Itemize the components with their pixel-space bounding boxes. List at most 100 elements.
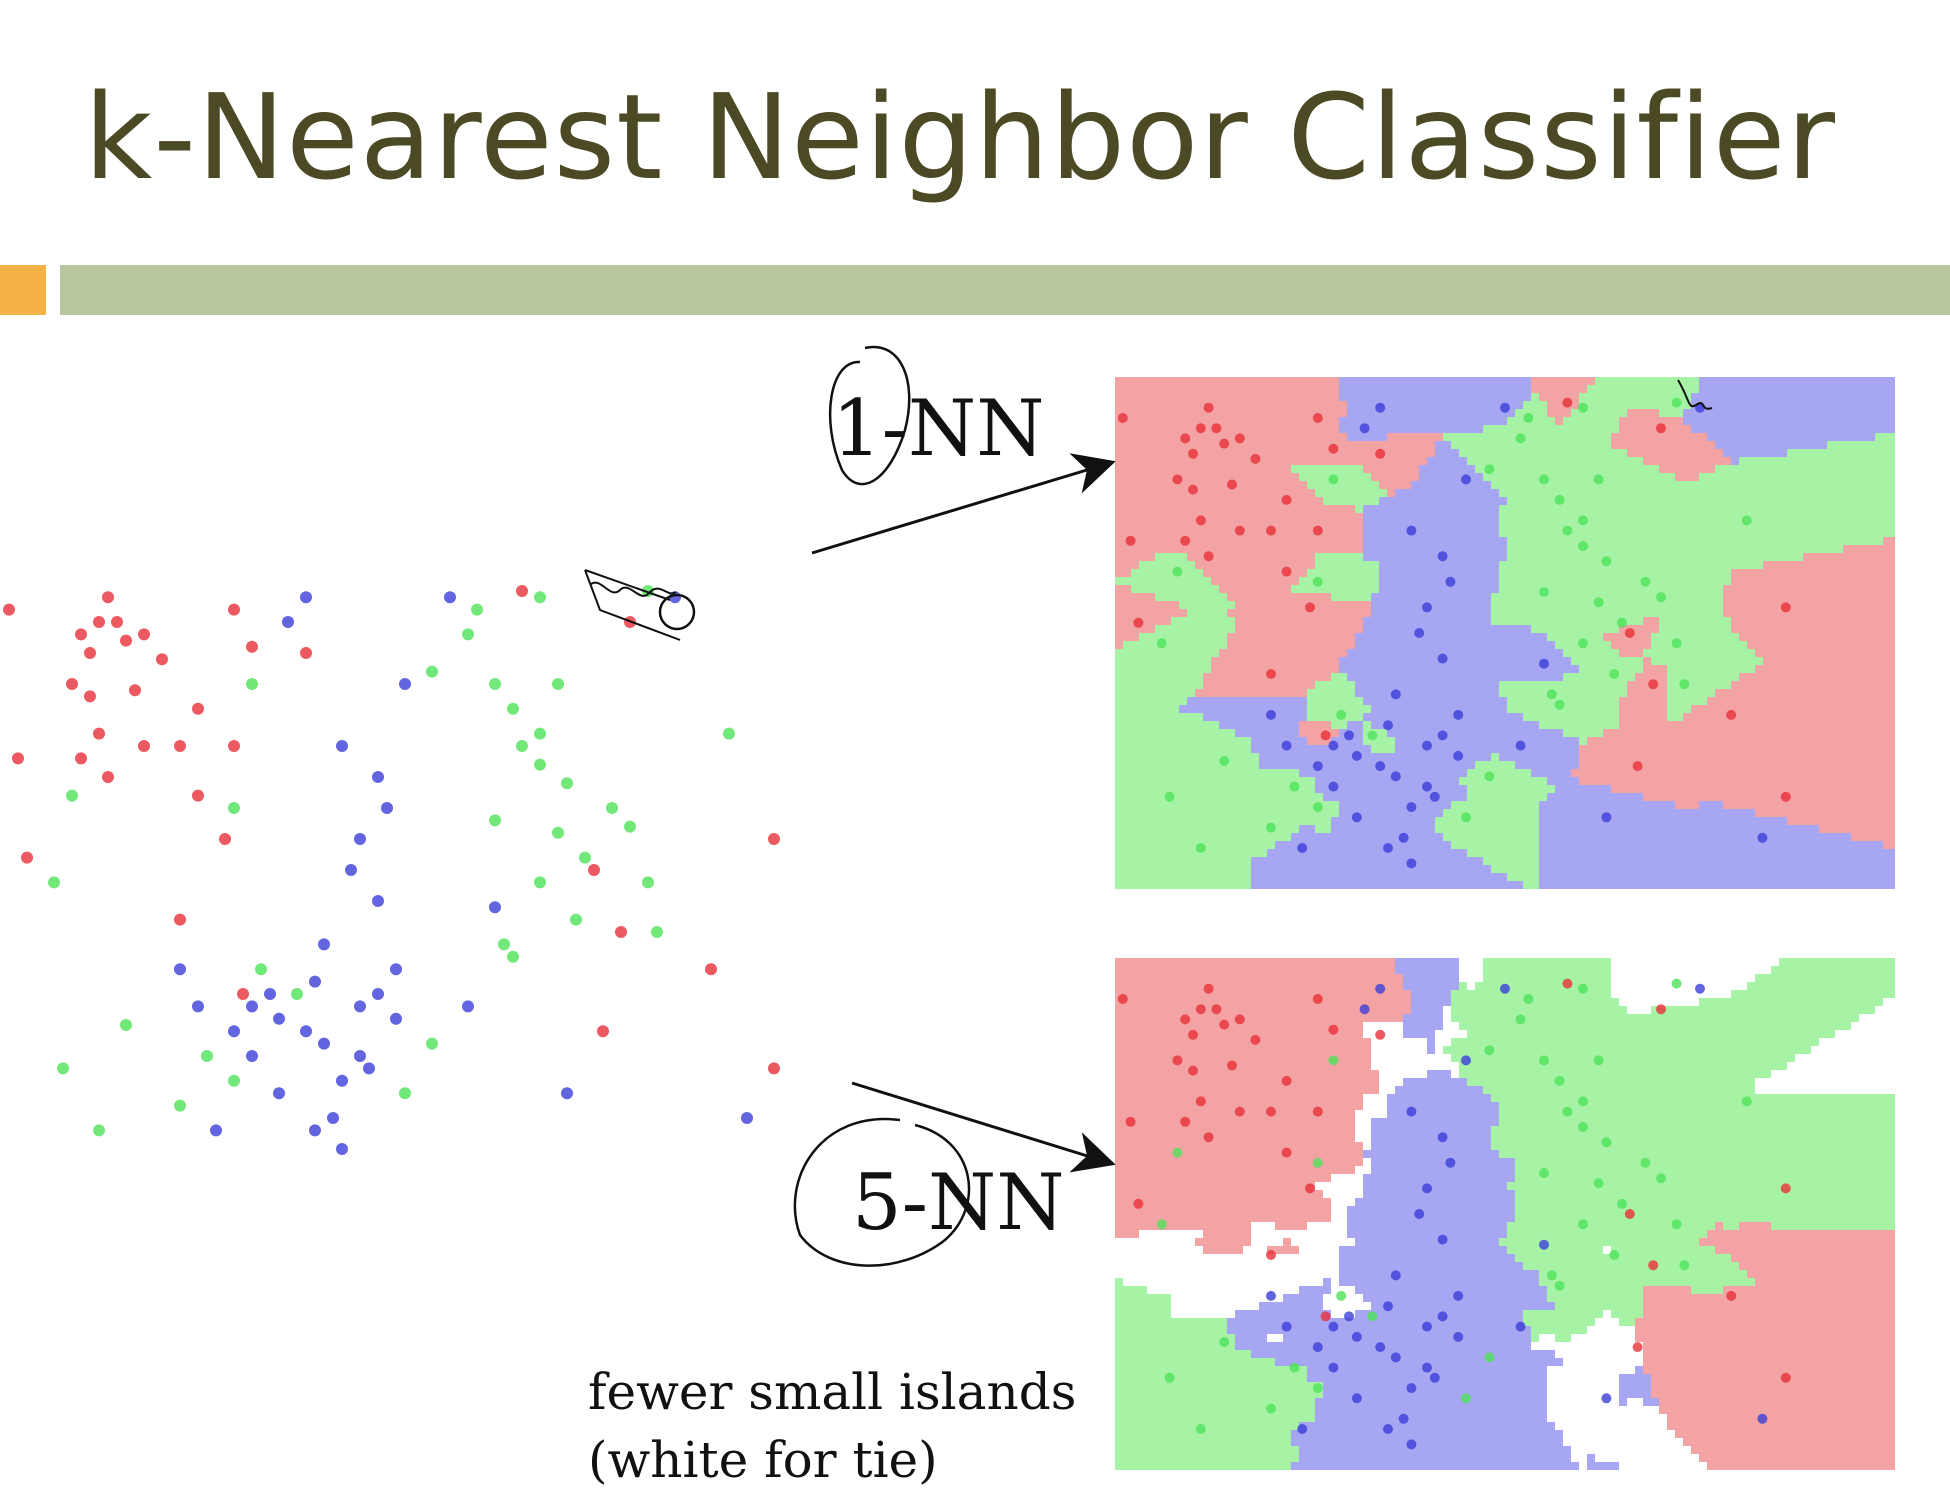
one-nn-region-cell xyxy=(1115,409,1124,418)
one-nn-region-cell xyxy=(1699,625,1708,634)
one-nn-region-cell xyxy=(1435,473,1444,482)
one-nn-region-cell xyxy=(1443,433,1452,442)
one-nn-region-cell xyxy=(1139,553,1148,562)
one-nn-region-cell xyxy=(1467,761,1476,770)
one-nn-region-cell xyxy=(1595,561,1604,570)
one-nn-region-cell xyxy=(1131,681,1140,690)
one-nn-region-cell xyxy=(1723,737,1732,746)
one-nn-region-cell xyxy=(1875,513,1884,522)
one-nn-region-cell xyxy=(1835,721,1844,730)
one-nn-region-cell xyxy=(1395,465,1404,474)
one-nn-region-cell xyxy=(1211,377,1220,386)
one-nn-region-cell xyxy=(1339,465,1348,474)
one-nn-region-cell xyxy=(1187,569,1196,578)
one-nn-region-cell xyxy=(1155,761,1164,770)
one-nn-region-cell xyxy=(1691,457,1700,466)
one-nn-region-cell xyxy=(1299,497,1308,506)
one-nn-region-cell xyxy=(1875,753,1884,762)
one-nn-region-cell xyxy=(1371,473,1380,482)
one-nn-region-cell xyxy=(1347,609,1356,618)
one-nn-region-cell xyxy=(1811,641,1820,650)
one-nn-region-cell xyxy=(1539,417,1548,426)
one-nn-region-cell xyxy=(1331,513,1340,522)
one-nn-region-cell xyxy=(1675,745,1684,754)
one-nn-region-cell xyxy=(1843,585,1852,594)
one-nn-region-cell xyxy=(1531,473,1540,482)
one-nn-region-cell xyxy=(1731,417,1740,426)
one-nn-region-cell xyxy=(1811,617,1820,626)
one-nn-region-cell xyxy=(1315,721,1324,730)
one-nn-region-cell xyxy=(1595,537,1604,546)
one-nn-region-cell xyxy=(1307,473,1316,482)
one-nn-region-cell xyxy=(1171,665,1180,674)
scatter-green-point xyxy=(642,876,654,889)
one-nn-region-cell xyxy=(1347,393,1356,402)
one-nn-region-cell xyxy=(1267,497,1276,506)
one-nn-region-cell xyxy=(1627,769,1636,778)
one-nn-region-cell xyxy=(1675,657,1684,666)
one-nn-region-cell xyxy=(1563,729,1572,738)
one-nn-region-cell xyxy=(1811,625,1820,634)
one-nn-region-cell xyxy=(1331,577,1340,586)
one-nn-region-cell xyxy=(1491,641,1500,650)
one-nn-region-cell xyxy=(1323,473,1332,482)
one-nn-region-cell xyxy=(1395,713,1404,722)
one-nn-region-cell xyxy=(1699,713,1708,722)
one-nn-region-cell xyxy=(1699,505,1708,514)
scatter-green-point xyxy=(48,876,60,889)
one-nn-region-cell xyxy=(1179,617,1188,626)
one-nn-region-cell xyxy=(1307,385,1316,394)
one-nn-region-cell xyxy=(1323,521,1332,530)
one-nn-region-cell xyxy=(1411,633,1420,642)
one-nn-region-cell xyxy=(1131,553,1140,562)
one-nn-region-cell xyxy=(1587,537,1596,546)
one-nn-region-cell xyxy=(1267,601,1276,610)
scatter-green-point xyxy=(534,758,546,771)
one-nn-region-cell xyxy=(1227,569,1236,578)
one-nn-region-cell xyxy=(1411,609,1420,618)
one-nn-region-cell xyxy=(1875,641,1884,650)
one-nn-region-cell xyxy=(1771,513,1780,522)
one-nn-region-cell xyxy=(1251,497,1260,506)
one-nn-region-cell xyxy=(1147,441,1156,450)
one-nn-region-cell xyxy=(1715,409,1724,418)
one-nn-region-cell xyxy=(1579,609,1588,618)
one-nn-region-cell xyxy=(1587,609,1596,618)
one-nn-region-cell xyxy=(1411,681,1420,690)
one-nn-region-cell xyxy=(1483,433,1492,442)
one-nn-region-cell xyxy=(1379,641,1388,650)
one-nn-region-cell xyxy=(1739,737,1748,746)
one-nn-region-cell xyxy=(1875,697,1884,706)
one-nn-region-cell xyxy=(1683,401,1692,410)
one-nn-region-cell xyxy=(1419,673,1428,682)
one-nn-region-cell xyxy=(1307,745,1316,754)
one-nn-region-cell xyxy=(1147,681,1156,690)
one-nn-region-cell xyxy=(1499,497,1508,506)
one-nn-region-cell xyxy=(1275,465,1284,474)
one-nn-region-cell xyxy=(1443,593,1452,602)
one-nn-region-cell xyxy=(1851,697,1860,706)
one-nn-region-cell xyxy=(1795,505,1804,514)
one-nn-region-cell xyxy=(1803,617,1812,626)
one-nn-region-cell xyxy=(1819,601,1828,610)
one-nn-region-cell xyxy=(1619,601,1628,610)
one-nn-region-cell xyxy=(1795,401,1804,410)
one-nn-region-cell xyxy=(1675,481,1684,490)
one-nn-region-cell xyxy=(1731,601,1740,610)
one-nn-region-cell xyxy=(1299,409,1308,418)
one-nn-region-cell xyxy=(1443,457,1452,466)
scatter-red-point xyxy=(3,603,15,616)
one-nn-region-cell xyxy=(1883,521,1892,530)
one-nn-region-cell xyxy=(1339,665,1348,674)
one-nn-region-cell xyxy=(1147,769,1156,778)
one-nn-region-cell xyxy=(1603,649,1612,658)
one-nn-region-cell xyxy=(1163,513,1172,522)
one-nn-region-cell xyxy=(1275,385,1284,394)
one-nn-region-cell xyxy=(1163,577,1172,586)
one-nn-region-cell xyxy=(1339,393,1348,402)
one-nn-region-cell xyxy=(1803,465,1812,474)
one-nn-region-cell xyxy=(1243,425,1252,434)
one-nn-region-cell xyxy=(1891,721,1895,730)
one-nn-region-cell xyxy=(1323,377,1332,386)
one-nn-region-cell xyxy=(1715,569,1724,578)
